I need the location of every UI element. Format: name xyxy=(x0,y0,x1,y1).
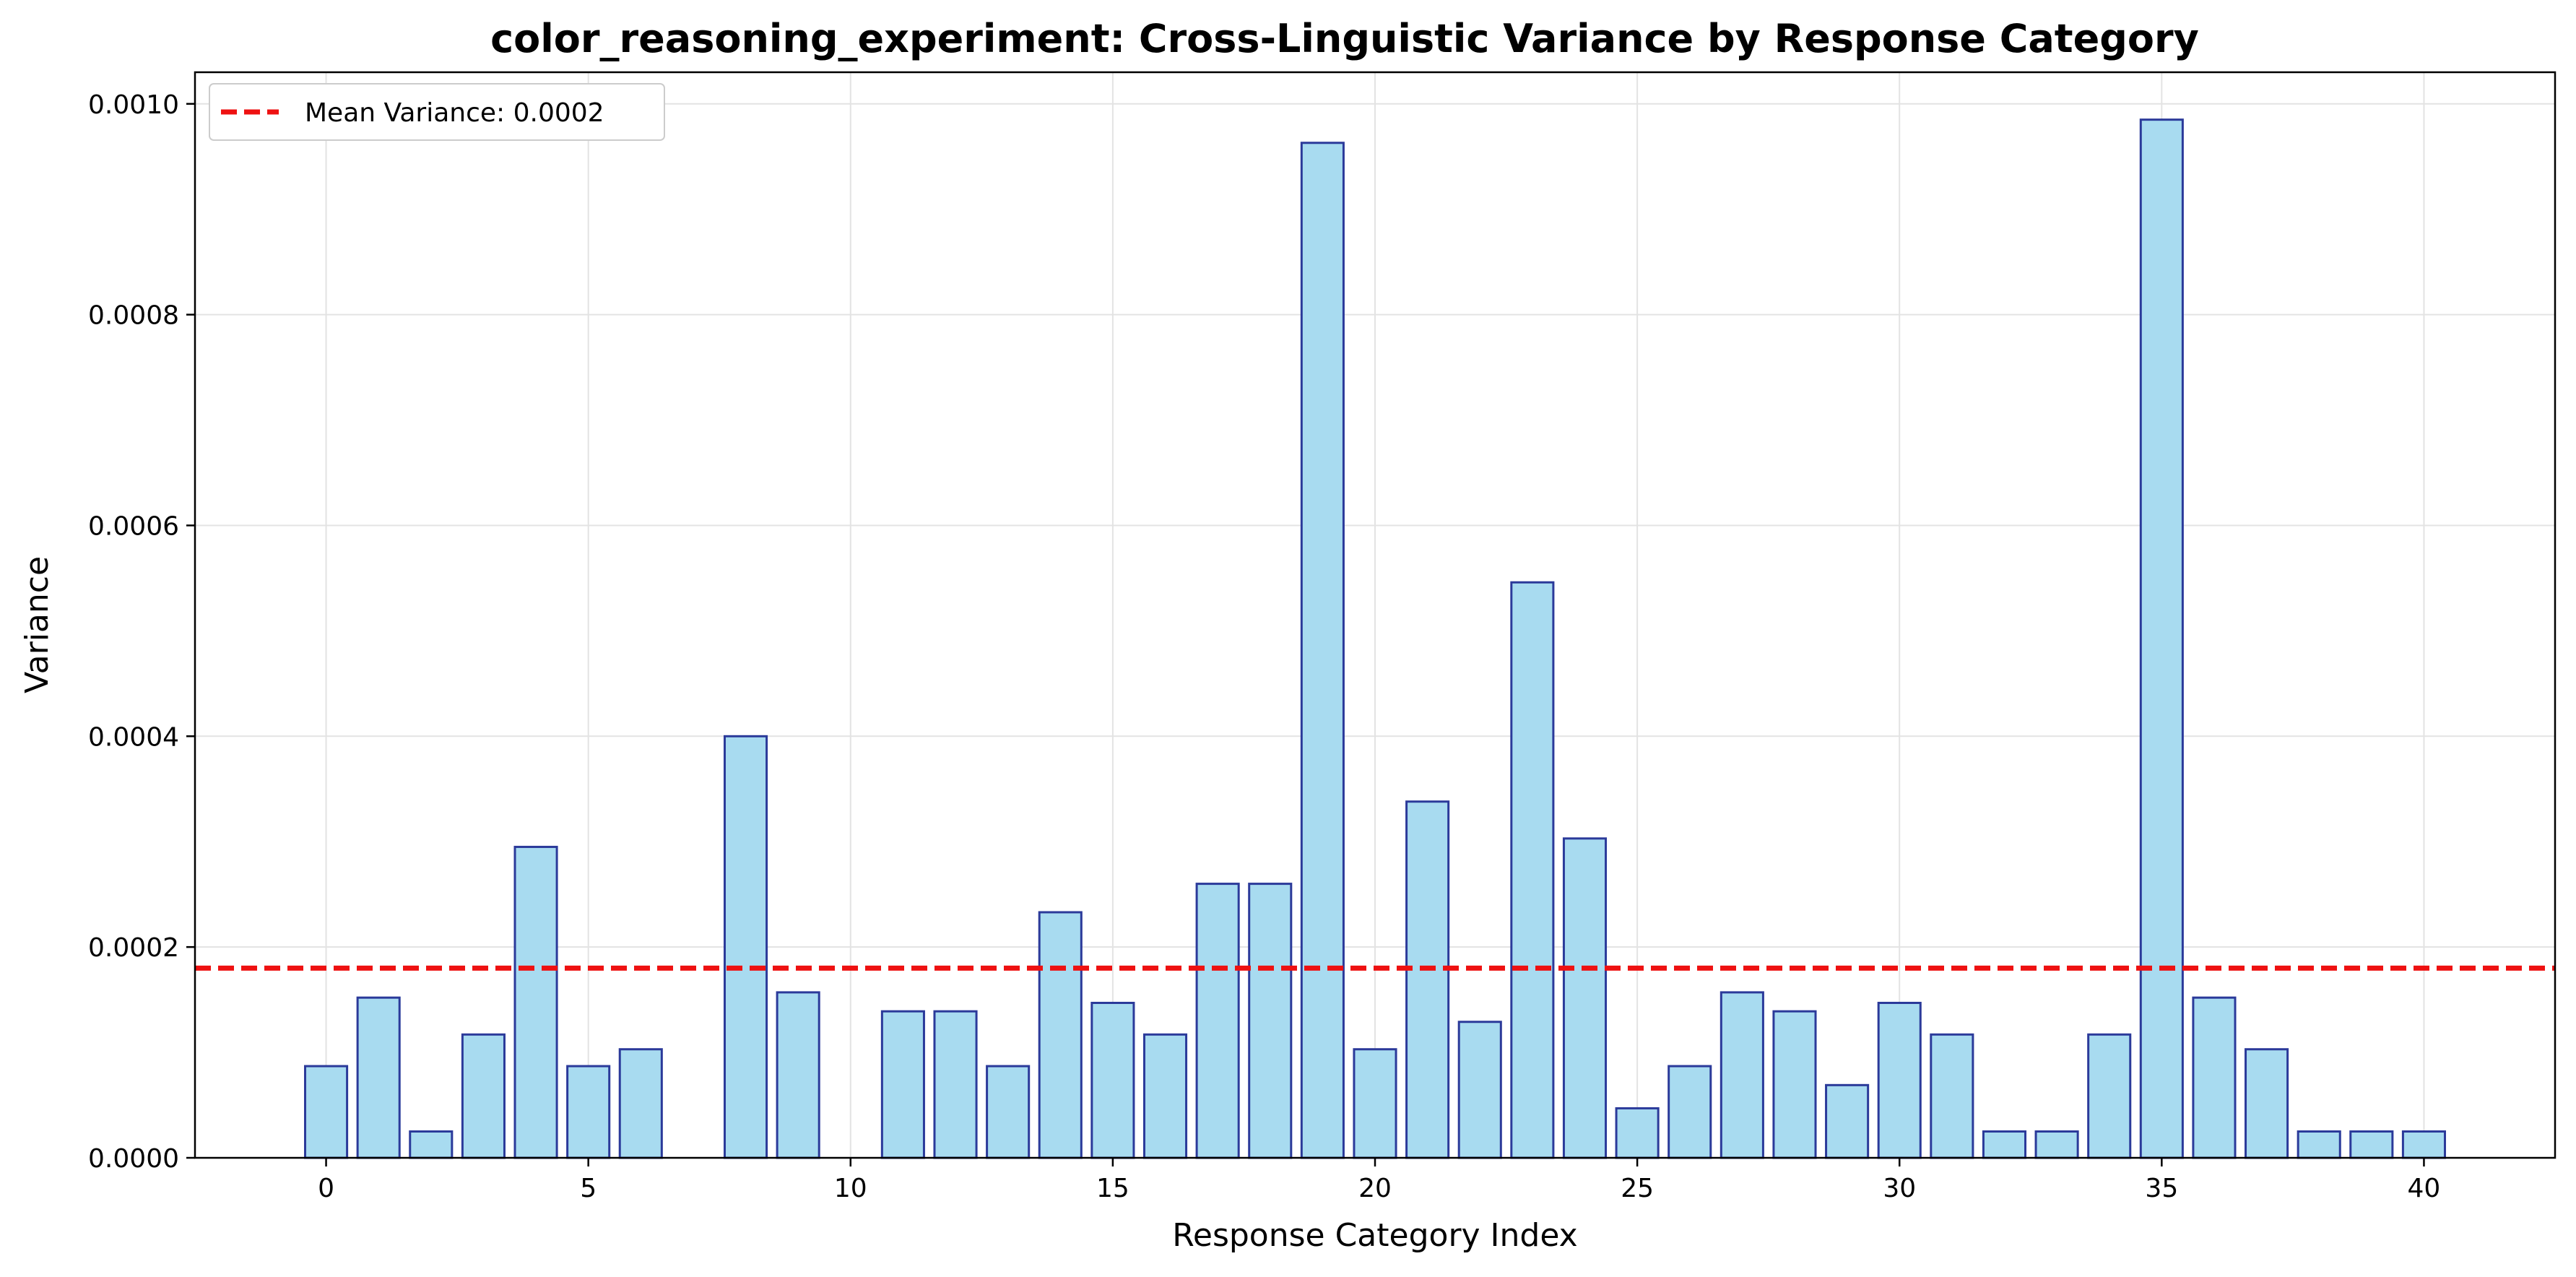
y-tick-label: 0.0004 xyxy=(88,722,179,752)
bar-category-25 xyxy=(1615,1107,1660,1159)
y-tick-label: 0.0008 xyxy=(88,301,179,331)
x-tick-label: 20 xyxy=(1358,1174,1392,1203)
x-tick-label: 30 xyxy=(1883,1174,1916,1203)
bar-category-1 xyxy=(356,996,401,1159)
y-tick-label: 0.0010 xyxy=(88,90,179,120)
bar-category-27 xyxy=(1719,991,1764,1159)
bars xyxy=(304,118,2446,1159)
bar-category-34 xyxy=(2087,1033,2132,1159)
bar-category-9 xyxy=(776,991,820,1159)
bar-category-30 xyxy=(1877,1001,1922,1159)
bar-category-39 xyxy=(2349,1130,2394,1159)
legend-label: Mean Variance: 0.0002 xyxy=(305,98,604,128)
bar-category-19 xyxy=(1300,142,1345,1159)
bar-category-5 xyxy=(566,1065,611,1159)
bar-category-0 xyxy=(304,1065,349,1159)
x-axis-label: Response Category Index xyxy=(1172,1217,1577,1254)
bar-category-11 xyxy=(880,1010,925,1159)
bar-category-33 xyxy=(2034,1130,2079,1159)
bar-category-2 xyxy=(409,1130,454,1159)
x-tick-label: 5 xyxy=(580,1174,597,1203)
x-tick-label: 35 xyxy=(2145,1174,2178,1203)
x-tick-label: 0 xyxy=(318,1174,334,1203)
bar-category-15 xyxy=(1090,1001,1135,1159)
bar-category-40 xyxy=(2401,1130,2446,1159)
axis-ticks: 0.0000 0.0002 0.0004 0.0006 0.0008 0.0010 0 5 10… xyxy=(88,90,2440,1203)
x-tick-label: 10 xyxy=(834,1174,867,1203)
bar-category-38 xyxy=(2297,1130,2341,1159)
bar-category-21 xyxy=(1405,800,1450,1159)
y-tick-label: 0.0006 xyxy=(88,511,179,541)
bar-category-8 xyxy=(723,735,768,1159)
bar-category-3 xyxy=(461,1033,506,1159)
y-tick-label: 0.0002 xyxy=(88,933,179,963)
bar-category-35 xyxy=(2139,118,2184,1159)
bar-category-26 xyxy=(1668,1065,1712,1159)
bar-category-14 xyxy=(1038,911,1083,1159)
x-tick-label: 40 xyxy=(2408,1174,2441,1203)
bar-category-23 xyxy=(1510,581,1555,1159)
legend: Mean Variance: 0.0002 xyxy=(209,83,665,141)
bar-category-20 xyxy=(1353,1048,1397,1159)
y-axis-label: Variance xyxy=(19,556,56,693)
bar-category-6 xyxy=(618,1048,663,1159)
bar-category-28 xyxy=(1772,1010,1817,1159)
bar-category-4 xyxy=(513,846,558,1159)
bar-category-22 xyxy=(1457,1021,1502,1159)
y-tick-label: 0.0000 xyxy=(88,1144,179,1174)
bar-category-18 xyxy=(1248,883,1293,1159)
chart-title: color_reasoning_experiment: Cross-Lingui… xyxy=(490,16,2199,61)
x-tick-label: 15 xyxy=(1096,1174,1129,1203)
bar-category-37 xyxy=(2245,1048,2289,1159)
x-tick-label: 25 xyxy=(1621,1174,1654,1203)
bar-category-16 xyxy=(1142,1033,1188,1159)
bar-category-24 xyxy=(1562,837,1608,1159)
bar-category-36 xyxy=(2192,996,2237,1159)
bar-category-13 xyxy=(986,1065,1031,1159)
legend-box xyxy=(209,83,665,141)
bar-category-17 xyxy=(1195,883,1240,1159)
bar-category-32 xyxy=(1982,1130,2027,1159)
bar-category-12 xyxy=(933,1010,978,1159)
bar-category-31 xyxy=(1930,1033,1974,1159)
bar-category-29 xyxy=(1825,1083,1870,1159)
